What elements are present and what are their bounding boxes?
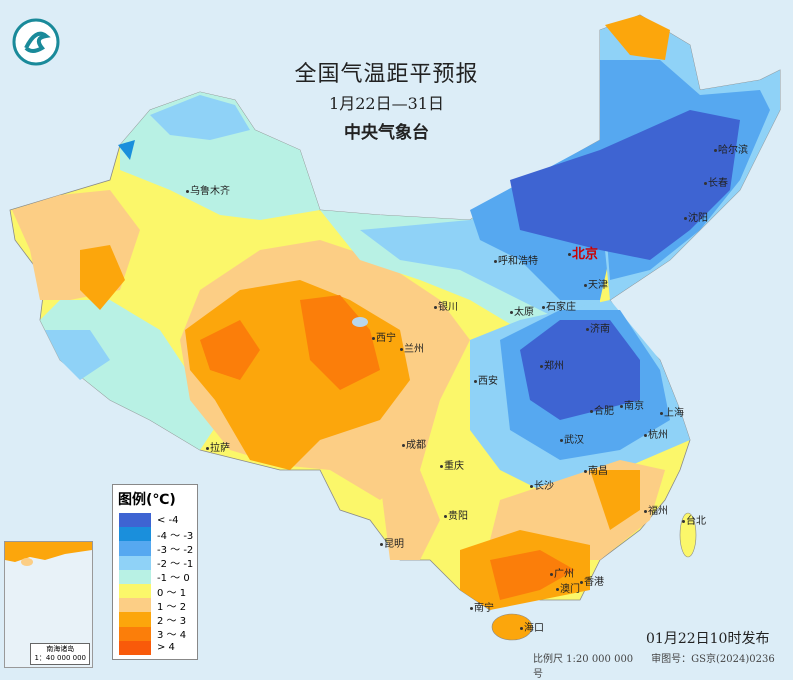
legend-label: > 4 [157, 642, 175, 654]
inset-title: 南海诸岛 [46, 645, 75, 653]
south-china-sea-inset: 南海诸岛 1：40 000 000 [4, 541, 93, 668]
legend-label: 1 ～ 2 [157, 601, 187, 613]
city-label: 武汉 [560, 431, 584, 446]
city-label: 银川 [434, 298, 458, 313]
city-label: 成都 [402, 436, 426, 451]
legend-swatch [119, 527, 151, 542]
legend-item: -3 ～ -2 [113, 541, 197, 556]
inset-scale: 1：40 000 000 [34, 654, 86, 662]
legend-label: 2 ～ 3 [157, 615, 187, 627]
legend-swatch [119, 513, 151, 528]
legend-item: > 4 [113, 640, 197, 655]
issue-time: 01月22日10时发布 [646, 631, 770, 647]
legend-swatch [119, 541, 151, 556]
city-label: 杭州 [644, 426, 668, 441]
city-label: 台北 [682, 512, 706, 527]
legend-label: -3 ～ -2 [157, 544, 194, 556]
city-label: 哈尔滨 [714, 141, 748, 156]
city-label: 太原 [510, 303, 534, 318]
city-label: 香港 [580, 573, 604, 588]
legend-item: -4 ～ -3 [113, 527, 197, 542]
city-label: 呼和浩特 [494, 252, 538, 267]
inset-caption: 南海诸岛 1：40 000 000 [30, 643, 90, 665]
city-label: 天津 [584, 276, 608, 291]
legend: 图例(℃) < -4 -4 ～ -3 -3 ～ -2 -2 ～ -1 -1 ～ 0 0 ～… [112, 484, 198, 660]
legend-swatch [119, 583, 151, 599]
legend-swatch [119, 640, 151, 655]
map-footer: 比例尺 1:20 000 000 审图号：GS京(2024)0236号 [533, 650, 793, 680]
legend-item: < -4 [113, 513, 197, 528]
legend-item: 2 ～ 3 [113, 612, 197, 627]
city-label: 长沙 [530, 477, 554, 492]
city-label: 南京 [620, 397, 644, 412]
legend-item: -1 ～ 0 [113, 569, 197, 585]
legend-swatch [119, 626, 151, 641]
city-label: 乌鲁木齐 [186, 182, 230, 197]
city-label: 郑州 [540, 357, 564, 372]
map-scale: 比例尺 1:20 000 000 [533, 654, 634, 665]
city-label: 济南 [586, 320, 610, 335]
city-label: 上海 [660, 404, 684, 419]
legend-label: < -4 [157, 514, 179, 526]
city-label: 石家庄 [542, 298, 576, 313]
city-label: 广州 [550, 565, 574, 580]
legend-label: -2 ～ -1 [157, 559, 194, 571]
city-label: 西安 [474, 372, 498, 387]
legend-label: 3 ～ 4 [157, 630, 187, 642]
legend-swatch [119, 555, 151, 570]
city-label: 南昌 [584, 462, 608, 477]
legend-item: 1 ～ 2 [113, 598, 197, 613]
legend-item: -2 ～ -1 [113, 555, 197, 571]
legend-item: 3 ～ 4 [113, 626, 197, 642]
legend-label: -4 ～ -3 [157, 530, 194, 542]
city-label: 重庆 [440, 457, 464, 472]
map-title: 全国气温距平预报 [294, 62, 479, 87]
city-label: 西宁 [372, 329, 396, 344]
legend-item: 0 ～ 1 [113, 583, 197, 599]
publisher: 中央气象台 [344, 123, 429, 143]
legend-title: 图例(℃) [118, 492, 176, 508]
city-label: 合肥 [590, 402, 614, 417]
city-label: 贵阳 [444, 507, 468, 522]
city-label: 海口 [520, 619, 544, 634]
city-label: 长春 [704, 174, 728, 189]
city-label: 沈阳 [684, 209, 708, 224]
cma-logo-icon [12, 18, 60, 70]
city-label: 拉萨 [206, 439, 230, 454]
city-label-capital: 北京 [568, 243, 598, 262]
legend-swatch [119, 598, 151, 613]
city-label: 兰州 [400, 340, 424, 355]
city-label: 福州 [644, 502, 668, 517]
city-label: 昆明 [380, 535, 404, 550]
city-label: 澳门 [556, 580, 580, 595]
legend-label: -1 ～ 0 [157, 573, 190, 585]
legend-swatch [119, 569, 151, 584]
city-label: 南宁 [470, 599, 494, 614]
legend-label: 0 ～ 1 [157, 587, 187, 599]
legend-swatch [119, 612, 151, 627]
forecast-period: 1月22日—31日 [329, 94, 444, 113]
